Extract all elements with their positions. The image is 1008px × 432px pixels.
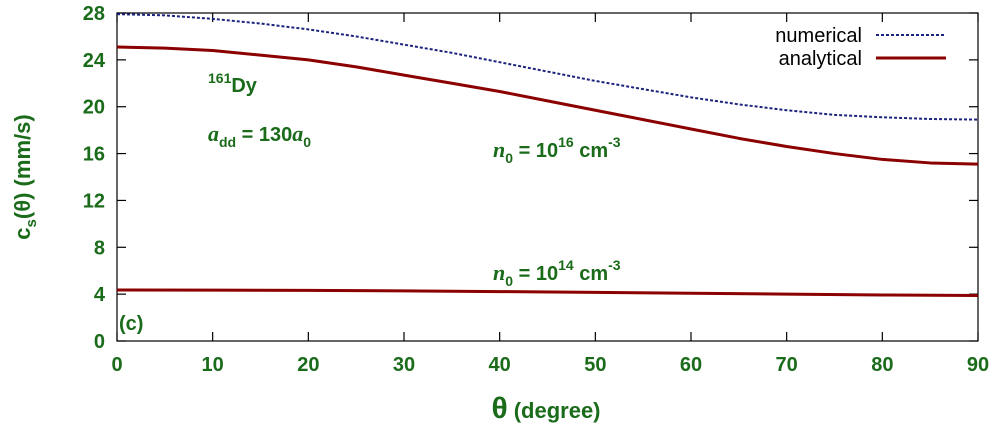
x-tick-label: 30	[393, 354, 415, 376]
x-tick-label: 40	[489, 354, 511, 376]
x-tick-label: 70	[776, 354, 798, 376]
y-tick-label: 8	[94, 237, 105, 259]
x-tick-label: 90	[967, 354, 989, 376]
series-line-analytical	[116, 45, 979, 166]
density-14-annotation: n0 = 1014 cm-3	[493, 257, 621, 289]
x-tick-label: 10	[202, 354, 224, 376]
tick-labels: 0 10 20 30 40 50 60 70 80 90 0 4 8 12 16 20 24 28	[83, 3, 989, 376]
series-line-numerical	[116, 13, 979, 121]
legend-label-analytical: analytical	[779, 48, 862, 70]
y-tick-label: 0	[94, 331, 105, 353]
x-axis-label: θ (degree)	[491, 392, 600, 425]
series-line-curve-2	[116, 288, 979, 298]
y-tick-label: 16	[83, 144, 105, 166]
density-16-annotation: n0 = 1016 cm-3	[493, 134, 621, 166]
add-annotation: add = 130a0	[208, 121, 311, 150]
y-tick-label: 20	[83, 97, 105, 119]
y-tick-label: 12	[83, 190, 105, 212]
x-tick-label: 50	[584, 354, 606, 376]
panel-label: (c)	[119, 313, 143, 335]
legend-label-numerical: numerical	[775, 25, 862, 47]
y-tick-label: 24	[83, 50, 106, 72]
legend: numerical analytical	[775, 25, 946, 70]
y-tick-label: 4	[94, 284, 106, 306]
x-tick-label: 0	[111, 354, 122, 376]
x-tick-label: 80	[871, 354, 893, 376]
x-tick-label: 20	[297, 354, 319, 376]
y-axis-label: cs(θ) (mm/s)	[10, 114, 40, 239]
series-layer	[116, 13, 979, 298]
x-tick-label: 60	[680, 354, 702, 376]
isotope-annotation: 161Dy	[208, 70, 258, 97]
plot-frame	[116, 12, 979, 342]
y-tick-label: 28	[83, 3, 105, 25]
